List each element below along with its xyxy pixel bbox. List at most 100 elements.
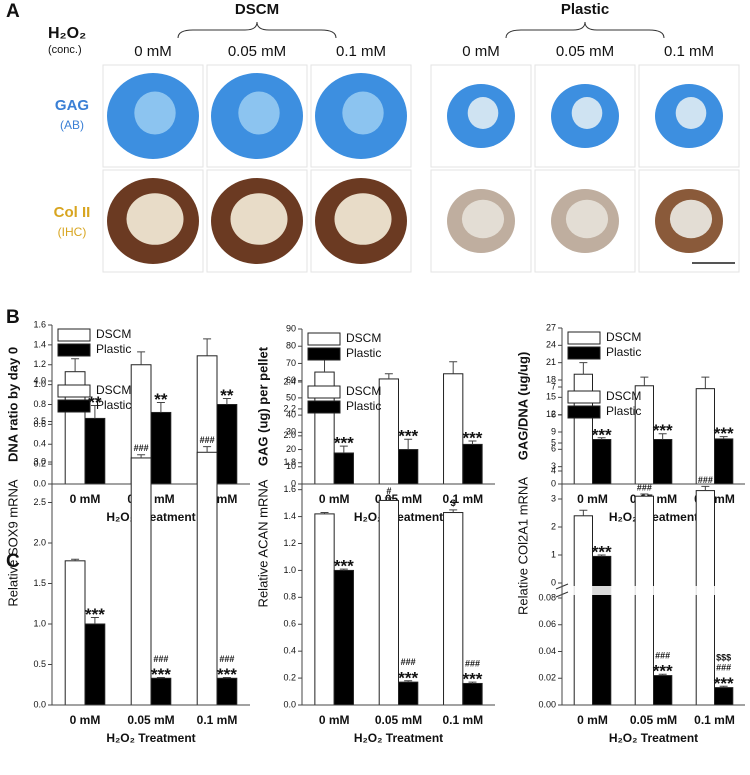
bar [462,443,483,485]
bar [333,452,354,485]
error-bar [719,436,728,439]
significance: ** [220,386,234,405]
y-axis-label: Relative SOX9 mRNA [5,479,20,606]
significance: *** [398,427,418,446]
legend-swatch [307,347,341,361]
legend-swatch [307,400,341,414]
significance: *** [592,542,612,561]
bar [150,411,172,485]
y-tick-label: 0.8 [283,592,296,602]
y-tick-label: 3.5 [33,416,46,426]
legend-swatch [57,384,91,398]
y-tick-label: 27 [546,322,556,332]
y-axis-label: Relative COl2A1 mRNA [515,477,530,615]
y-tick-label: 1.8 [283,457,296,467]
significance: ### [200,435,215,445]
legend-label: DSCM [96,383,131,397]
x-tick-label: 0 mM [319,713,350,727]
y-tick-label: 2 [551,521,556,531]
error-bar [658,673,667,676]
error-bar [719,685,728,688]
significance: ** [154,390,168,409]
legend-label: DSCM [346,384,381,398]
significance: ### [716,663,731,673]
bar [443,373,464,485]
significance: # [386,486,391,496]
error-bar [71,558,80,561]
concentration: 0 mM [462,43,500,60]
pellet-center [571,97,603,129]
legend-label: Plastic [346,399,381,413]
bar [573,515,594,706]
error-bar [404,438,413,450]
significance: ### [655,651,670,661]
legend-swatch [307,332,341,346]
y-tick-label: 1.4 [283,511,296,521]
pellet-center [467,97,499,129]
error-bar [449,361,458,374]
y-tick-label: 12 [546,409,556,419]
error-bar [156,402,165,413]
y-tick-label: 0.5 [33,659,46,669]
error-bar [579,509,588,516]
bar [714,438,734,485]
y-tick-label: 1.0 [33,618,46,628]
error-bar [701,485,710,491]
legend-swatch [57,399,91,413]
error-bar [597,437,606,440]
y-axis-label: DNA ratio by day 0 [5,347,20,462]
h2o2-label: H₂O₂ [48,25,86,42]
axis-break [556,586,745,595]
row-name: GAG [55,97,89,114]
x-tick-label: 0.05 mM [127,713,174,727]
significance: ### [401,657,416,667]
y-tick-label: 3.0 [33,456,46,466]
bar [130,457,152,706]
y-tick-label: 0.06 [538,619,556,629]
error-bar [658,433,667,440]
x-tick-label: 0.05 mM [375,713,422,727]
bar [634,495,655,706]
y-tick-label: 1.4 [33,339,46,349]
error-bar [156,676,165,679]
concentration: 0.1 mM [664,43,714,60]
bar [653,439,673,485]
y-tick-label: 0.6 [283,619,296,629]
legend-swatch [567,405,601,419]
legend-label: DSCM [606,330,641,344]
pellet-center [126,193,184,245]
y-tick-label: 2.0 [33,537,46,547]
error-bar [137,351,146,365]
y-tick-label: 1.6 [33,319,46,329]
y-tick-label: 1.0 [33,379,46,389]
brace [177,21,337,39]
y-tick-label: 0 [551,577,556,587]
y-tick-label: 90 [286,323,296,333]
significance: *** [334,557,354,576]
significance: ### [134,443,149,453]
error-bar [468,440,477,445]
significance: *** [463,428,483,447]
pellet-center [134,91,176,135]
legend-swatch [567,390,601,404]
y-tick-label: 6 [551,409,556,419]
y-tick-label: 3 [551,493,556,503]
x-axis-label: H₂O₂ Treatment [354,731,443,745]
y-tick-label: 7 [551,381,556,391]
y-tick-label: 0.2 [283,672,296,682]
legend-swatch [57,343,91,357]
y-tick-label: 0.00 [538,699,556,709]
significance: ### [465,658,480,668]
y-tick-label: 2.0 [283,430,296,440]
legend-label: DSCM [606,389,641,403]
legend-swatch [567,346,601,360]
y-tick-label: 1.2 [33,359,46,369]
y-tick-label: 10 [286,461,296,471]
error-bar [640,376,649,386]
bar [695,490,716,706]
y-tick-label: 1.5 [33,578,46,588]
pellet-center [342,91,384,135]
legend-swatch [307,385,341,399]
significance: *** [714,424,734,443]
x-tick-label: 0 mM [70,492,101,506]
